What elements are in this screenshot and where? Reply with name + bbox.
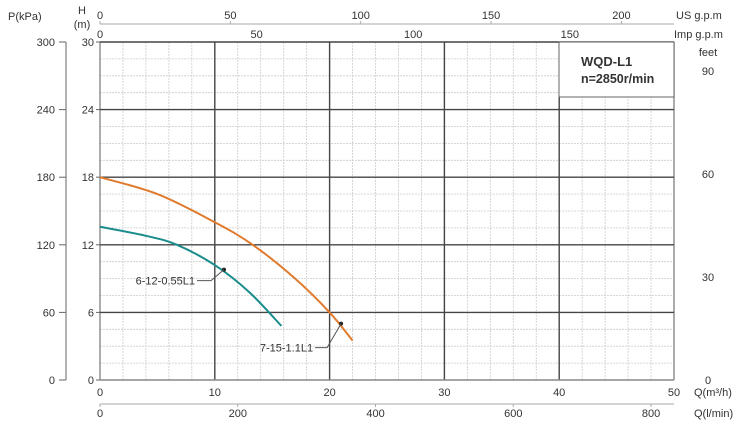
feet-tick-label: 90 [702, 66, 714, 78]
y-axis-label: H [78, 5, 86, 17]
us-gpm-tick-label: 50 [224, 10, 236, 22]
x-axis-label: Q(m³/h) [694, 387, 732, 399]
x-tick-label: 40 [553, 387, 565, 399]
l-min-tick-label: 800 [642, 408, 660, 420]
l-min-tick-label: 400 [366, 408, 384, 420]
imp-gpm-tick-label: 100 [404, 29, 422, 41]
x-tick-label: 30 [438, 387, 450, 399]
l-min-tick-label: 200 [229, 408, 247, 420]
x-tick-label: 20 [323, 387, 335, 399]
pressure-axis-label: P(kPa) [8, 11, 42, 23]
pressure-tick-label: 0 [49, 375, 55, 387]
pressure-tick-label: 120 [37, 240, 55, 252]
pressure-tick-label: 180 [37, 172, 55, 184]
feet-tick-label: 0 [705, 375, 711, 387]
chart-title: WQD-L1 [581, 54, 632, 69]
chart-subtitle: n=2850r/min [581, 72, 654, 86]
feet-tick-label: 60 [702, 169, 714, 181]
y-tick-label: 18 [82, 172, 94, 184]
feet-tick-label: 30 [702, 272, 714, 284]
x-tick-label: 50 [668, 387, 680, 399]
x-tick-label: 0 [97, 387, 103, 399]
axes: 0612182430H(m)060120180240300P(kPa)feet0… [8, 5, 733, 420]
imp-gpm-label: Imp g.p.m [674, 29, 723, 41]
title-box: WQD-L1 n=2850r/min [558, 41, 675, 98]
l-min-tick-label: 600 [504, 408, 522, 420]
pressure-tick-label: 60 [43, 307, 55, 319]
x-tick-label: 10 [209, 387, 221, 399]
curve-7-15-1.1L1 [99, 176, 354, 342]
series: 7-15-1.1L1 6-12-0.55L1 [99, 176, 354, 355]
pressure-tick-label: 300 [37, 37, 55, 49]
y-tick-label: 24 [82, 105, 94, 117]
leader-line [196, 269, 225, 282]
l-min-tick-label: 0 [97, 408, 103, 420]
imp-gpm-tick-label: 150 [561, 29, 579, 41]
grid [99, 41, 675, 381]
us-gpm-tick-label: 0 [97, 10, 103, 22]
curve-6-12-0.55L1 [99, 225, 283, 327]
us-gpm-tick-label: 200 [612, 10, 630, 22]
imp-gpm-tick-label: 50 [250, 29, 262, 41]
us-gpm-tick-label: 150 [482, 10, 500, 22]
y-tick-label: 12 [82, 240, 94, 252]
curve-label: 6-12-0.55L1 [136, 276, 195, 288]
us-gpm-tick-label: 100 [352, 10, 370, 22]
y-tick-label: 6 [88, 307, 94, 319]
feet-axis-label: feet [699, 47, 717, 59]
leader-line [315, 323, 342, 349]
l-min-label: Q(l/min) [694, 408, 733, 420]
y-axis-unit: (m) [74, 19, 91, 31]
curve-label: 7-15-1.1L1 [260, 343, 313, 355]
y-tick-label: 30 [82, 37, 94, 49]
us-gpm-label: US g.p.m [676, 10, 722, 22]
imp-gpm-tick-label: 0 [97, 29, 103, 41]
pressure-tick-label: 240 [37, 105, 55, 117]
y-tick-label: 0 [88, 375, 94, 387]
